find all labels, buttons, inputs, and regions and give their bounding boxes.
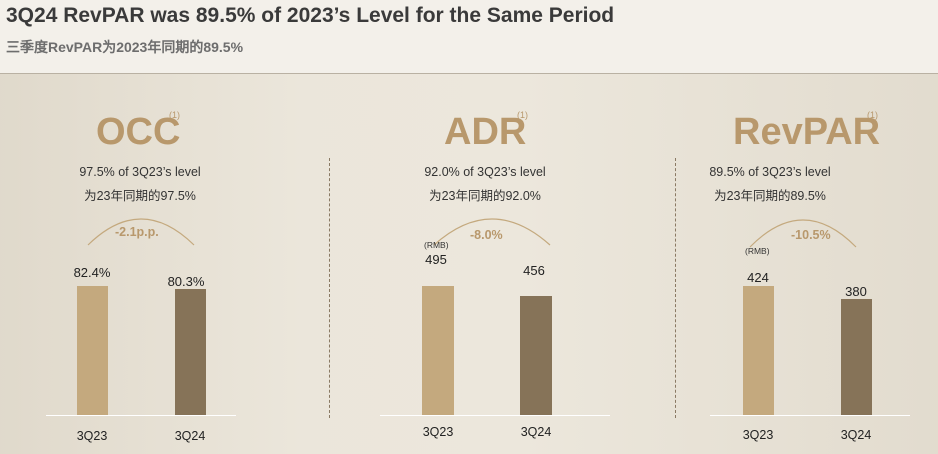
bar-3q24 bbox=[175, 289, 206, 415]
panel-revpar: RevPAR (1) 89.5% of 3Q23’s level 为23年同期的… bbox=[676, 73, 938, 454]
x-tick-label: 3Q24 bbox=[174, 429, 206, 443]
chart-baseline bbox=[380, 415, 610, 416]
chart-note-cn: 为23年同期的92.0% bbox=[429, 189, 541, 203]
panel-adr: ADR (1) 92.0% of 3Q23’s level 为23年同期的92.… bbox=[330, 73, 676, 454]
chart-baseline bbox=[46, 415, 236, 416]
x-tick-label: 3Q24 bbox=[840, 428, 872, 442]
chart-baseline bbox=[710, 415, 910, 416]
chart-note-en: 89.5% of 3Q23’s level bbox=[709, 165, 831, 179]
bar-value-label: 456 bbox=[523, 263, 545, 278]
unit-label: (RMB) bbox=[424, 240, 449, 250]
x-tick-label: 3Q23 bbox=[422, 425, 454, 439]
change-arc bbox=[749, 219, 857, 248]
change-label: -2.1p.p. bbox=[115, 225, 159, 239]
chart-footnote: (1) bbox=[169, 110, 180, 120]
bar-3q24 bbox=[841, 299, 872, 415]
bar-value-label: 82.4% bbox=[73, 265, 111, 280]
x-tick-label: 3Q23 bbox=[742, 428, 774, 442]
bar-value-label: 495 bbox=[425, 252, 447, 267]
bar-3q23 bbox=[422, 286, 454, 415]
chart-title: OCC bbox=[96, 111, 181, 153]
chart-note-cn: 为23年同期的89.5% bbox=[714, 189, 826, 203]
change-arc bbox=[433, 218, 551, 246]
page-title: 3Q24 RevPAR was 89.5% of 2023’s Level fo… bbox=[6, 4, 615, 27]
bar-value-label: 424 bbox=[747, 270, 769, 285]
chart-note-cn: 为23年同期的97.5% bbox=[84, 189, 196, 203]
bar-3q24 bbox=[520, 296, 552, 415]
page-subtitle: 三季度RevPAR为2023年同期的89.5% bbox=[6, 39, 244, 55]
chart-footnote: (1) bbox=[867, 110, 878, 120]
chart-note-en: 92.0% of 3Q23’s level bbox=[424, 165, 546, 179]
panel-divider bbox=[675, 158, 676, 418]
header: 3Q24 RevPAR was 89.5% of 2023’s Level fo… bbox=[0, 0, 938, 74]
panel-occ: OCC (1) 97.5% of 3Q23’s level 为23年同期的97.… bbox=[0, 73, 326, 454]
chart-footnote: (1) bbox=[517, 110, 528, 120]
change-label: -10.5% bbox=[791, 228, 831, 242]
change-arc bbox=[87, 218, 195, 246]
bar-3q23 bbox=[743, 286, 774, 415]
chart-note-en: 97.5% of 3Q23’s level bbox=[79, 165, 201, 179]
chart-title: RevPAR bbox=[733, 111, 881, 153]
x-tick-label: 3Q24 bbox=[520, 425, 552, 439]
panel-divider bbox=[329, 158, 330, 418]
unit-label: (RMB) bbox=[745, 246, 770, 256]
x-tick-label: 3Q23 bbox=[76, 429, 108, 443]
bar-value-label: 380 bbox=[845, 284, 867, 299]
chart-title: ADR bbox=[444, 111, 527, 153]
change-label: -8.0% bbox=[470, 228, 503, 242]
bar-value-label: 80.3% bbox=[167, 274, 205, 289]
bar-3q23 bbox=[77, 286, 108, 415]
